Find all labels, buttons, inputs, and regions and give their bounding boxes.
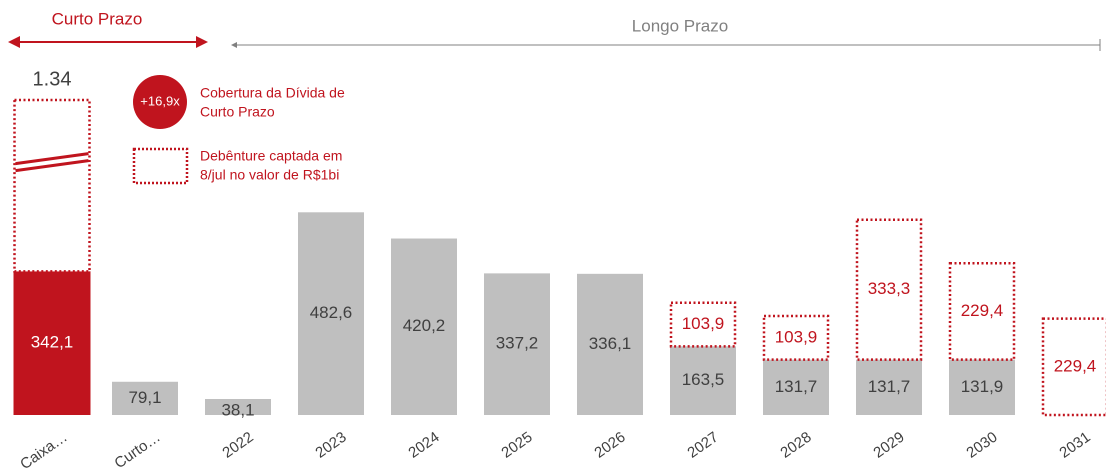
bar <box>856 359 922 415</box>
bar <box>298 212 364 415</box>
debenture-bar <box>13 98 91 273</box>
value-label: 337,2 <box>496 334 539 353</box>
value-label: 131,9 <box>961 377 1004 396</box>
value-label: 38,1 <box>221 400 254 419</box>
x-tick-label: 2024 <box>405 429 442 462</box>
bar <box>13 271 91 415</box>
x-tick-label: 2029 <box>870 429 907 462</box>
x-tick-label: Caixa… <box>17 429 70 474</box>
value-label: 336,1 <box>589 334 632 353</box>
x-tick-label: 2030 <box>963 429 1000 462</box>
debenture-bar <box>762 314 830 361</box>
axis-break <box>15 152 89 166</box>
coverage-text: Cobertura da Dívida de <box>200 85 345 101</box>
long-term-label: Longo Prazo <box>632 16 728 35</box>
x-tick-label: 2027 <box>684 429 721 462</box>
bar <box>670 346 736 415</box>
bar <box>391 238 457 415</box>
bar <box>484 273 550 415</box>
debenture-bar <box>948 262 1016 361</box>
short-term-label: Curto Prazo <box>52 9 143 28</box>
legend-text: Debênture captada em <box>200 148 342 164</box>
x-tick-label: 2023 <box>312 429 349 462</box>
bar <box>949 359 1015 415</box>
x-tick-label: Curto… <box>111 429 163 473</box>
value-label: 333,3 <box>868 279 911 298</box>
legend-swatch <box>132 147 189 185</box>
coverage-badge <box>133 75 187 129</box>
coverage-text: Curto Prazo <box>200 104 275 120</box>
value-label: 131,7 <box>868 377 911 396</box>
debenture-bar <box>1041 317 1106 417</box>
value-label: 103,9 <box>775 327 818 346</box>
x-tick-label: 2026 <box>591 429 628 462</box>
value-label: 103,9 <box>682 314 725 333</box>
value-label: 342,1 <box>31 333 74 352</box>
bar <box>205 398 271 415</box>
value-label: 420,2 <box>403 316 446 335</box>
legend-text: 8/jul no valor de R$1bi <box>200 167 339 183</box>
bar <box>112 381 178 415</box>
x-tick-label: 2022 <box>219 429 256 462</box>
bar <box>577 273 643 415</box>
debenture-bar <box>855 218 923 361</box>
x-tick-label: 2028 <box>777 429 814 462</box>
bar <box>763 359 829 415</box>
value-label: 131,7 <box>775 377 818 396</box>
debenture-bar <box>669 301 737 348</box>
total-label: 1.34 <box>33 68 72 90</box>
x-tick-label: 2025 <box>498 429 535 462</box>
value-label: 229,4 <box>1054 356 1097 375</box>
value-label: 482,6 <box>310 303 353 322</box>
value-label: 229,4 <box>961 301 1004 320</box>
value-label: 79,1 <box>128 388 161 407</box>
x-tick-label: 2031 <box>1056 429 1093 462</box>
axis-break <box>15 159 89 173</box>
value-label: 163,5 <box>682 370 725 389</box>
coverage-badge-text: +16,9x <box>140 93 180 108</box>
